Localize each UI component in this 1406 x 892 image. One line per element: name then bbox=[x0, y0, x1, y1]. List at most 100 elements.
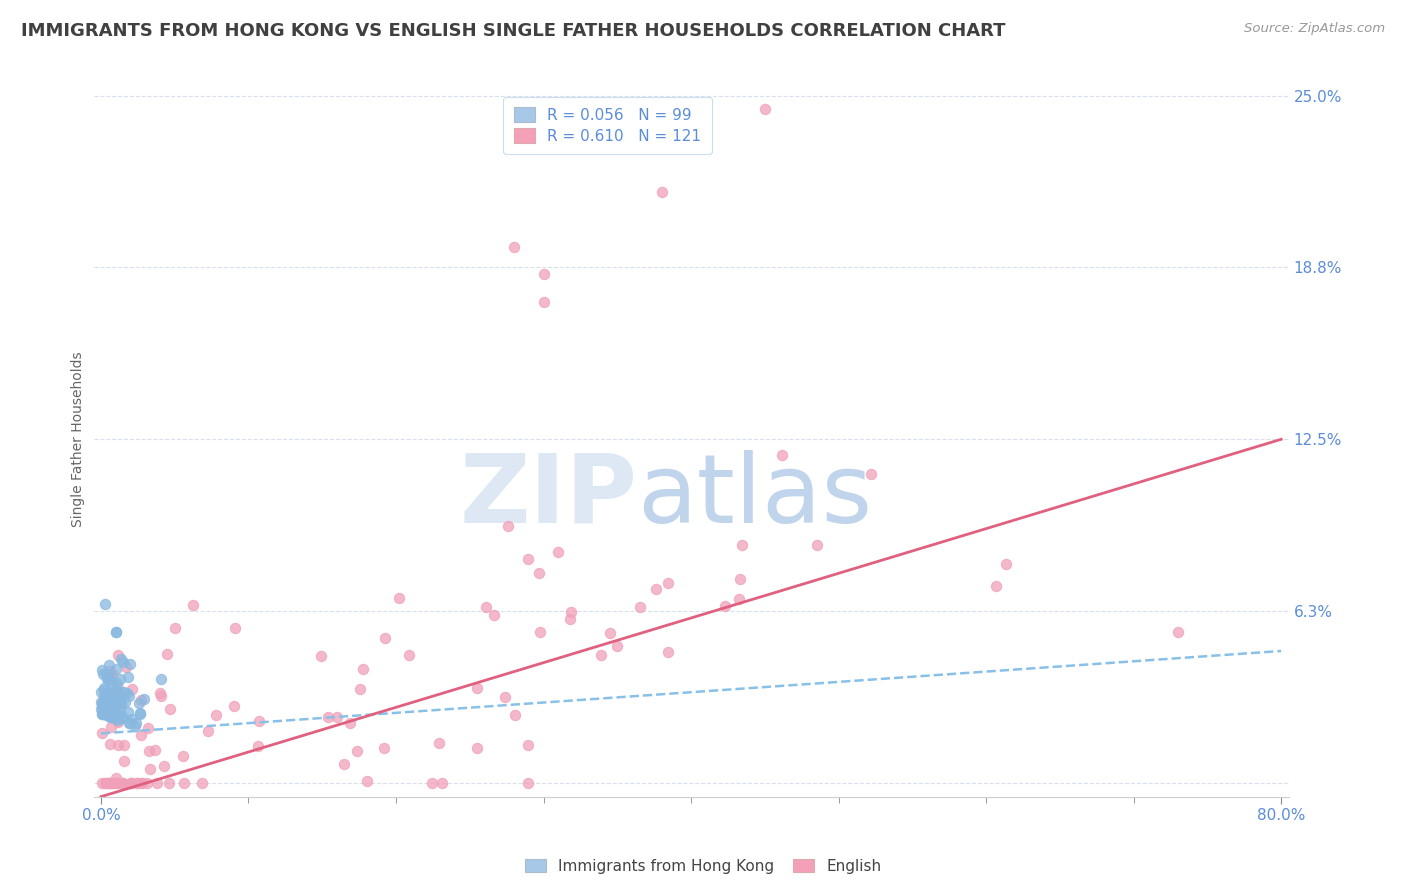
Point bbox=[145, 776, 167, 790]
Point bbox=[105, 690, 128, 705]
Point bbox=[98, 706, 121, 721]
Point bbox=[91, 704, 114, 718]
Point bbox=[118, 716, 141, 731]
Point bbox=[98, 710, 121, 724]
Point bbox=[90, 707, 112, 722]
Point bbox=[159, 702, 181, 716]
Point bbox=[100, 675, 122, 690]
Point bbox=[98, 671, 121, 685]
Point bbox=[224, 622, 246, 636]
Point bbox=[115, 686, 138, 700]
Point bbox=[100, 720, 122, 734]
Point bbox=[108, 673, 131, 687]
Point bbox=[100, 670, 122, 684]
Point bbox=[136, 722, 159, 736]
Point bbox=[110, 652, 132, 666]
Point bbox=[91, 664, 114, 678]
Point bbox=[115, 660, 138, 674]
Point bbox=[494, 690, 516, 704]
Point bbox=[114, 695, 136, 709]
Point bbox=[529, 624, 551, 639]
Point bbox=[98, 776, 121, 790]
Point bbox=[101, 667, 124, 681]
Point bbox=[131, 776, 153, 790]
Point bbox=[104, 776, 127, 790]
Point bbox=[129, 706, 152, 721]
Text: IMMIGRANTS FROM HONG KONG VS ENGLISH SINGLE FATHER HOUSEHOLDS CORRELATION CHART: IMMIGRANTS FROM HONG KONG VS ENGLISH SIN… bbox=[21, 22, 1005, 40]
Point bbox=[94, 776, 117, 790]
Legend: R = 0.056   N = 99, R = 0.610   N = 121: R = 0.056 N = 99, R = 0.610 N = 121 bbox=[503, 96, 711, 154]
Point bbox=[398, 648, 420, 663]
Point bbox=[94, 776, 117, 790]
Point bbox=[224, 699, 246, 714]
Point bbox=[138, 762, 160, 776]
Point bbox=[93, 701, 115, 715]
Point bbox=[104, 771, 127, 785]
Point bbox=[98, 664, 121, 678]
Point bbox=[318, 709, 340, 723]
Point bbox=[112, 656, 135, 670]
Point bbox=[731, 538, 754, 552]
Point bbox=[96, 706, 118, 720]
Point bbox=[107, 776, 129, 790]
Point bbox=[129, 706, 152, 721]
Point bbox=[98, 685, 121, 699]
Point bbox=[138, 744, 160, 758]
Point bbox=[97, 671, 120, 685]
Point bbox=[93, 690, 115, 704]
Point bbox=[94, 707, 117, 722]
Point bbox=[728, 573, 751, 587]
Point bbox=[104, 694, 127, 708]
Point bbox=[247, 739, 270, 754]
Point bbox=[91, 698, 114, 712]
Point bbox=[94, 707, 117, 722]
Point bbox=[94, 703, 117, 717]
Point bbox=[94, 705, 117, 719]
Point bbox=[97, 696, 120, 710]
Point bbox=[430, 776, 453, 790]
Point bbox=[108, 692, 131, 706]
Point bbox=[103, 688, 125, 702]
Point bbox=[108, 685, 131, 699]
Point bbox=[496, 519, 519, 533]
Point bbox=[156, 648, 179, 662]
Point bbox=[132, 692, 155, 706]
Point bbox=[91, 726, 114, 740]
Point bbox=[107, 713, 129, 727]
Point bbox=[91, 776, 114, 790]
Point bbox=[533, 268, 555, 282]
Point bbox=[97, 776, 120, 790]
Point bbox=[465, 681, 488, 695]
Point bbox=[475, 600, 498, 615]
Point bbox=[516, 552, 538, 566]
Point bbox=[128, 696, 150, 710]
Point bbox=[728, 591, 751, 606]
Point bbox=[93, 701, 115, 715]
Point bbox=[120, 657, 142, 672]
Point bbox=[121, 681, 143, 696]
Point bbox=[105, 696, 128, 710]
Point bbox=[135, 776, 157, 790]
Point bbox=[93, 700, 115, 714]
Point bbox=[197, 723, 219, 738]
Point bbox=[1167, 624, 1189, 639]
Point bbox=[96, 672, 118, 686]
Point bbox=[165, 621, 187, 635]
Point bbox=[770, 448, 793, 462]
Point bbox=[93, 681, 115, 695]
Point bbox=[516, 776, 538, 790]
Point bbox=[101, 698, 124, 713]
Point bbox=[131, 776, 153, 790]
Point bbox=[108, 707, 131, 722]
Point bbox=[93, 705, 115, 719]
Point bbox=[94, 597, 117, 611]
Point bbox=[118, 690, 141, 704]
Point bbox=[105, 682, 128, 697]
Point bbox=[98, 673, 121, 688]
Point bbox=[93, 683, 115, 698]
Point bbox=[90, 694, 112, 708]
Point bbox=[98, 700, 121, 714]
Point bbox=[533, 294, 555, 309]
Point bbox=[657, 575, 679, 590]
Point bbox=[558, 612, 581, 626]
